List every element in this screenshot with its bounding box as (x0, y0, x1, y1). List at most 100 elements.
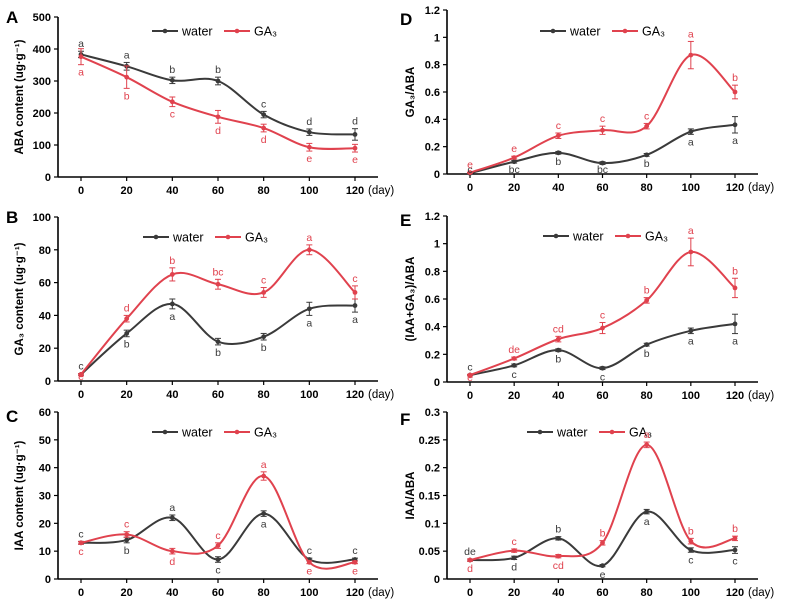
data-point (600, 160, 605, 166)
series-ga3 (78, 48, 358, 153)
x-tick-label: 20 (121, 389, 133, 401)
series-water (78, 50, 358, 141)
data-point (644, 442, 650, 448)
significance-letter-water: a (261, 518, 267, 530)
significance-letter-water: a (124, 49, 130, 61)
significance-letter-water: c (600, 372, 605, 384)
data-point (78, 540, 84, 546)
data-point (306, 144, 312, 150)
data-point (555, 347, 561, 353)
legend-marker-water (537, 429, 543, 435)
y-tick-label: 20 (39, 518, 51, 530)
data-point (124, 74, 130, 80)
legend: water GA₃ (540, 25, 665, 39)
y-tick-label: 20 (39, 343, 51, 355)
y-tick-label: 0.1 (425, 518, 440, 530)
significance-letter-water: b (215, 347, 221, 359)
data-point (511, 159, 517, 165)
panel-letter: F (400, 410, 410, 429)
significance-letter-water: b (555, 524, 561, 536)
significance-letter-ga3: e (467, 372, 473, 384)
x-tick-label: 0 (467, 587, 473, 599)
panel-letter: E (400, 211, 411, 230)
panel-letter: D (400, 10, 412, 29)
data-point (600, 563, 605, 569)
x-tick-label: 0 (78, 389, 84, 401)
data-point (555, 133, 561, 139)
significance-letter-water: b (215, 64, 221, 76)
significance-letter-ga3: bc (212, 266, 223, 278)
legend-label-water: water (181, 25, 213, 39)
significance-letter-ga3: e (467, 159, 473, 171)
significance-letter-ga3: c (78, 546, 83, 558)
data-point (78, 54, 84, 60)
significance-letter-water: b (124, 339, 130, 351)
y-tick-label: 400 (33, 44, 51, 56)
x-tick-label: 60 (596, 390, 608, 402)
significance-letter-ga3: c (261, 275, 266, 287)
data-point (261, 112, 267, 117)
x-tick-label: 60 (212, 587, 224, 599)
legend-marker-ga3 (225, 234, 231, 240)
y-tick-label: 30 (39, 491, 51, 503)
y-tick-label: 0.4 (425, 322, 441, 334)
data-point (352, 132, 358, 137)
significance-letter-water: b (555, 156, 561, 168)
x-tick-label: 100 (300, 389, 318, 401)
x-tick-label: 20 (508, 587, 520, 599)
x-tick-label: 20 (121, 185, 133, 197)
significance-letter-water: b (261, 342, 267, 354)
legend-marker-water (553, 233, 559, 239)
significance-letter-water: a (306, 317, 312, 329)
data-point (732, 89, 738, 95)
data-point (644, 123, 650, 129)
x-tick-label: 60 (212, 389, 224, 401)
data-point (261, 334, 267, 340)
significance-letter-ga3: c (600, 310, 605, 322)
x-tick-label: 0 (78, 587, 84, 599)
significance-letter-water: d (511, 562, 517, 574)
significance-letter-ga3: d (261, 134, 267, 146)
data-point (688, 328, 694, 334)
x-axis-unit: (day) (368, 185, 394, 197)
x-tick-label: 80 (258, 185, 270, 197)
significance-letter-water: d (306, 116, 312, 128)
data-point (261, 511, 267, 516)
data-point (169, 99, 175, 105)
legend-marker-ga3 (234, 28, 240, 34)
x-tick-label: 20 (121, 587, 133, 599)
significance-letter-ga3: c (556, 120, 561, 132)
data-point (644, 509, 650, 515)
x-tick-label: 20 (508, 390, 520, 402)
significance-letter-water: b (169, 64, 175, 76)
panel-letter: C (6, 407, 18, 426)
y-tick-label: 60 (39, 278, 51, 290)
y-tick-label: 0.2 (425, 142, 440, 154)
x-axis-unit: (day) (368, 389, 394, 401)
y-axis-label: (IAA+GA₃)/ABA (405, 257, 417, 342)
y-tick-label: 100 (33, 140, 51, 152)
significance-letter-ga3: d (467, 563, 473, 575)
data-point (688, 538, 694, 544)
significance-letter-ga3: de (508, 344, 520, 356)
legend: water GA₃ (527, 426, 652, 440)
chart-panel-f: F 0 0.05 0.1 0.15 0.2 0.25 0.3 0 20 40 60 80 100 120 (d… (400, 407, 774, 599)
significance-letter-ga3: b (732, 523, 738, 535)
significance-letter-water: a (78, 38, 84, 50)
significance-letter-water: c (512, 369, 517, 381)
x-tick-label: 40 (552, 587, 564, 599)
y-axis-label: IAA/ABA (405, 472, 417, 520)
series-ga3 (78, 244, 358, 377)
significance-letter-water: a (688, 136, 694, 148)
data-point (688, 547, 694, 553)
legend-label-ga3: GA₃ (645, 230, 668, 244)
y-tick-label: 1 (434, 239, 440, 251)
legend-label-ga3: GA₃ (254, 25, 277, 39)
x-tick-label: 120 (346, 389, 364, 401)
legend-marker-ga3 (625, 233, 631, 239)
data-point (511, 363, 517, 368)
significance-letter-ga3: a (688, 225, 694, 237)
data-point (306, 247, 312, 253)
y-tick-label: 300 (33, 76, 51, 88)
significance-letter-ga3: a (688, 28, 694, 40)
